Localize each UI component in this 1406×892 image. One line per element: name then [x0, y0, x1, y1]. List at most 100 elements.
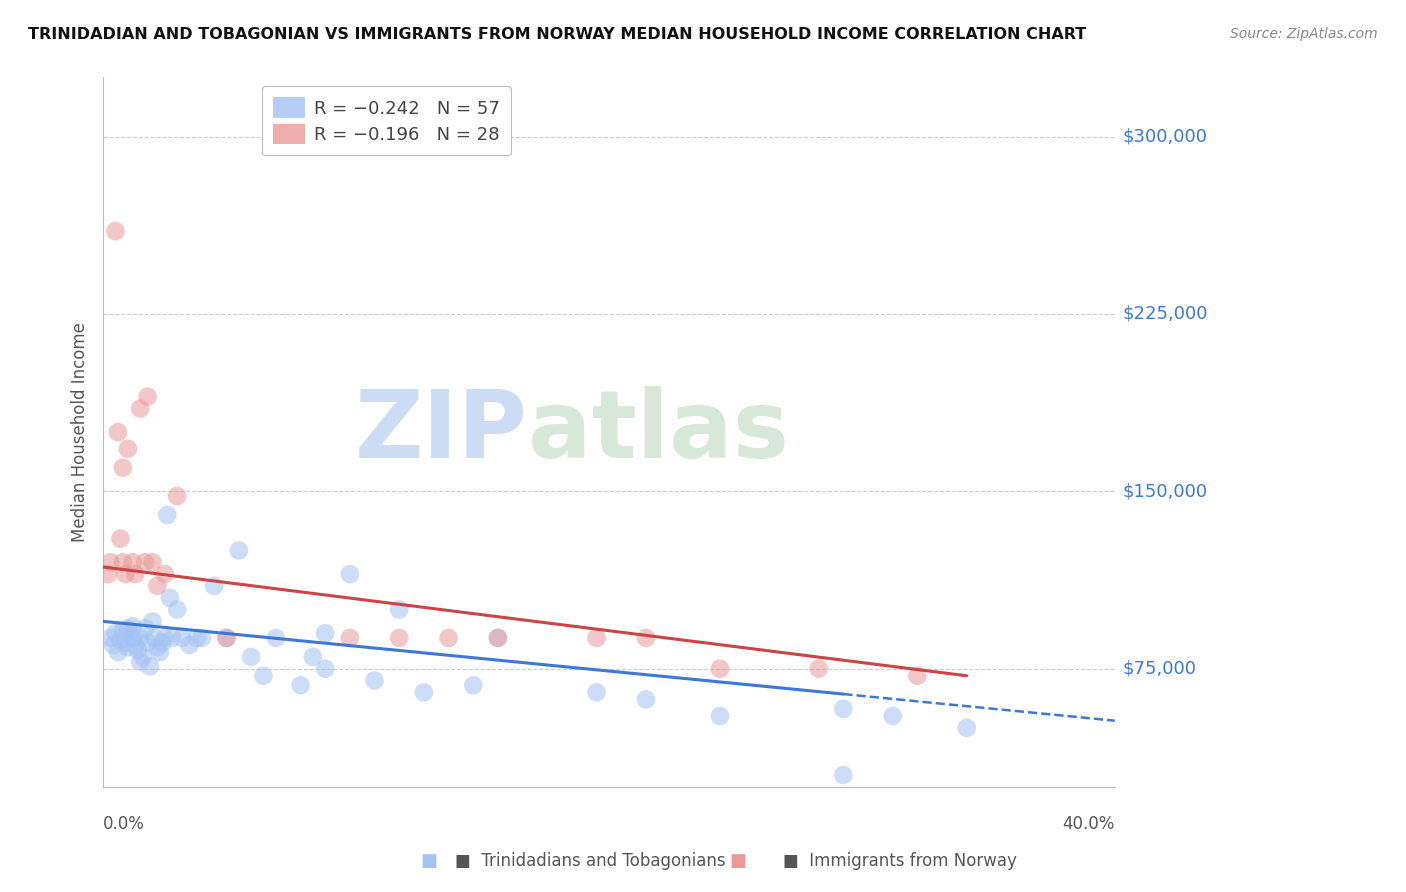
Point — [114, 567, 136, 582]
Point — [166, 489, 188, 503]
Point — [486, 631, 509, 645]
Point — [134, 555, 156, 569]
Point — [412, 685, 434, 699]
Point — [159, 591, 181, 605]
Point — [121, 619, 143, 633]
Point — [104, 626, 127, 640]
Text: atlas: atlas — [529, 386, 789, 478]
Point — [202, 579, 225, 593]
Point — [134, 622, 156, 636]
Point — [104, 224, 127, 238]
Text: Source: ZipAtlas.com: Source: ZipAtlas.com — [1230, 27, 1378, 41]
Point — [166, 602, 188, 616]
Point — [160, 631, 183, 645]
Legend: R = −0.242   N = 57, R = −0.196   N = 28: R = −0.242 N = 57, R = −0.196 N = 28 — [262, 87, 510, 155]
Point — [585, 631, 607, 645]
Point — [136, 635, 159, 649]
Point — [179, 638, 201, 652]
Point — [97, 567, 120, 582]
Text: ZIP: ZIP — [356, 386, 529, 478]
Point — [110, 633, 132, 648]
Point — [139, 659, 162, 673]
Point — [114, 635, 136, 649]
Point — [186, 631, 208, 645]
Point — [143, 631, 166, 645]
Point — [339, 631, 361, 645]
Text: ■  Trinidadians and Tobagonians: ■ Trinidadians and Tobagonians — [456, 852, 725, 870]
Point — [228, 543, 250, 558]
Point — [191, 631, 214, 645]
Point — [136, 390, 159, 404]
Text: 40.0%: 40.0% — [1063, 815, 1115, 833]
Text: ■: ■ — [730, 852, 747, 870]
Point — [156, 508, 179, 522]
Point — [101, 638, 124, 652]
Point — [585, 685, 607, 699]
Point — [121, 555, 143, 569]
Point — [120, 629, 142, 643]
Point — [905, 669, 928, 683]
Text: $225,000: $225,000 — [1122, 305, 1208, 323]
Point — [807, 662, 830, 676]
Point — [882, 709, 904, 723]
Text: 0.0%: 0.0% — [103, 815, 145, 833]
Text: $150,000: $150,000 — [1122, 483, 1208, 500]
Point — [634, 631, 657, 645]
Point — [215, 631, 238, 645]
Point — [290, 678, 312, 692]
Point — [252, 669, 274, 683]
Point — [124, 638, 146, 652]
Point — [302, 649, 325, 664]
Point — [129, 631, 152, 645]
Point — [437, 631, 460, 645]
Point — [388, 602, 411, 616]
Point — [100, 555, 122, 569]
Text: $300,000: $300,000 — [1122, 128, 1208, 145]
Point — [153, 631, 176, 645]
Point — [314, 626, 336, 640]
Point — [129, 655, 152, 669]
Point — [240, 649, 263, 664]
Point — [832, 768, 855, 782]
Point — [121, 631, 143, 645]
Point — [832, 702, 855, 716]
Point — [339, 567, 361, 582]
Point — [117, 622, 139, 636]
Point — [709, 662, 731, 676]
Point — [149, 645, 172, 659]
Text: $75,000: $75,000 — [1122, 660, 1197, 678]
Point — [153, 567, 176, 582]
Point — [388, 631, 411, 645]
Y-axis label: Median Household Income: Median Household Income — [72, 322, 89, 542]
Point — [709, 709, 731, 723]
Point — [363, 673, 385, 688]
Point — [107, 645, 129, 659]
Point — [314, 662, 336, 676]
Point — [141, 555, 163, 569]
Point — [111, 460, 134, 475]
Point — [100, 631, 122, 645]
Point — [146, 579, 169, 593]
Point — [107, 425, 129, 440]
Point — [129, 401, 152, 416]
Point — [110, 532, 132, 546]
Point — [956, 721, 979, 735]
Point — [117, 442, 139, 456]
Text: ■  Immigrants from Norway: ■ Immigrants from Norway — [783, 852, 1017, 870]
Point — [124, 567, 146, 582]
Point — [172, 631, 194, 645]
Text: ■: ■ — [420, 852, 437, 870]
Text: TRINIDADIAN AND TOBAGONIAN VS IMMIGRANTS FROM NORWAY MEDIAN HOUSEHOLD INCOME COR: TRINIDADIAN AND TOBAGONIAN VS IMMIGRANTS… — [28, 27, 1087, 42]
Point — [264, 631, 287, 645]
Point — [486, 631, 509, 645]
Point — [141, 615, 163, 629]
Point — [111, 624, 134, 638]
Point — [117, 640, 139, 655]
Point — [215, 631, 238, 645]
Point — [150, 635, 173, 649]
Point — [463, 678, 485, 692]
Point — [127, 642, 149, 657]
Point — [146, 640, 169, 655]
Point — [634, 692, 657, 706]
Point — [111, 555, 134, 569]
